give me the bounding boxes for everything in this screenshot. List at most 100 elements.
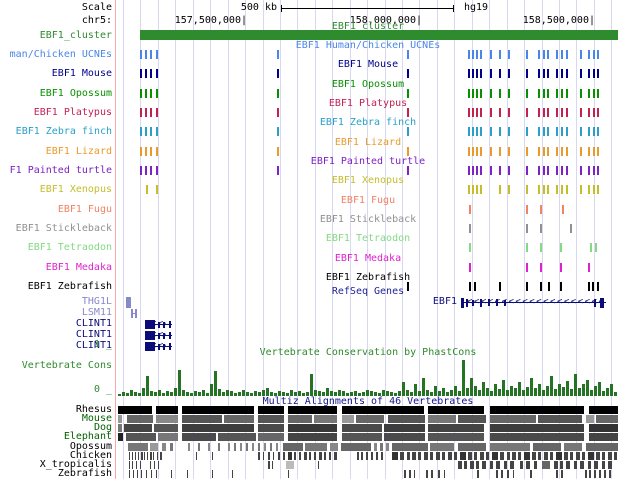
alignment-segment xyxy=(588,452,594,460)
ucne-element-tick xyxy=(538,108,540,117)
ucne-element-tick xyxy=(499,50,501,59)
histogram-bar xyxy=(230,391,233,396)
track-row-opossum[interactable] xyxy=(118,89,618,98)
multiz-label-chicken: Chicken xyxy=(69,450,112,461)
track-row-stickleback[interactable] xyxy=(118,224,618,233)
histogram-bar xyxy=(586,380,589,396)
track-row-platypus[interactable] xyxy=(118,108,618,117)
ebf1-cluster-bar[interactable] xyxy=(140,30,618,40)
alignment-segment xyxy=(329,452,331,460)
track-row-xenopus[interactable] xyxy=(118,185,618,194)
ucne-element-tick xyxy=(593,147,595,156)
multiz-row-mouse[interactable] xyxy=(118,415,618,423)
histogram-bar xyxy=(246,392,249,396)
histogram-bar xyxy=(254,391,257,396)
gene-exon xyxy=(169,343,171,350)
gene-clint1[interactable]: <<< xyxy=(0,341,620,352)
track-row-lizard[interactable] xyxy=(118,147,618,156)
alignment-segment xyxy=(513,470,514,478)
multiz-row-x_tropicalis[interactable] xyxy=(118,461,618,469)
ucne-element-tick xyxy=(468,185,470,194)
histogram-bar xyxy=(478,390,481,396)
ucne-element-tick xyxy=(597,89,599,98)
multiz-row-chicken[interactable] xyxy=(118,452,618,460)
multiz-row-opossum[interactable] xyxy=(118,443,618,451)
gene-ebf1[interactable]: <<<<<<<<<<<<<<<<<<<< xyxy=(0,297,620,308)
histogram-bar xyxy=(250,393,253,396)
gridline xyxy=(402,0,403,479)
ucne-element-tick xyxy=(140,69,142,78)
alignment-segment xyxy=(418,452,421,460)
alignment-segment xyxy=(404,470,406,478)
alignment-segment xyxy=(118,424,122,432)
coordinate-tick-label: 157,500,000| xyxy=(174,15,247,26)
ucne-element-tick xyxy=(547,69,549,78)
ucne-element-tick xyxy=(556,89,558,98)
ucne-element-tick xyxy=(561,147,563,156)
alignment-segment xyxy=(594,461,598,469)
alignment-segment xyxy=(198,443,200,451)
histogram-bar xyxy=(298,391,301,396)
gene-clint1[interactable]: <<< xyxy=(0,330,620,341)
alignment-segment xyxy=(480,452,484,460)
alignment-segment xyxy=(490,406,584,414)
multiz-row-dog[interactable] xyxy=(118,424,618,432)
ucne-element-tick xyxy=(560,263,562,272)
track-row-zebrafish[interactable] xyxy=(118,282,618,291)
ucne-element-tick xyxy=(277,89,279,98)
ucne-element-tick xyxy=(540,282,542,291)
track-title-fugu: EBF1 Fugu xyxy=(340,195,396,206)
track-row-fugu[interactable] xyxy=(118,205,618,214)
multiz-row-rhesus[interactable] xyxy=(118,406,618,414)
gene-thg1l[interactable] xyxy=(0,297,620,308)
gridline xyxy=(245,0,246,479)
gridline xyxy=(437,0,438,479)
ucne-element-tick xyxy=(407,166,409,175)
gene-exon xyxy=(163,333,165,339)
ucne-element-tick xyxy=(566,166,568,175)
gridline xyxy=(472,0,473,479)
track-row-tetraodon[interactable] xyxy=(118,243,618,252)
alignment-segment xyxy=(430,443,454,451)
multiz-row-zebrafish[interactable] xyxy=(118,470,618,478)
ucne-element-tick xyxy=(476,50,478,59)
multiz-row-elephant[interactable] xyxy=(118,433,618,441)
histogram-bar xyxy=(430,392,433,396)
alignment-segment xyxy=(586,443,618,451)
alignment-segment xyxy=(278,452,280,460)
gridline xyxy=(210,0,211,479)
histogram-bar xyxy=(262,390,265,396)
ucne-element-tick xyxy=(526,263,528,272)
alignment-segment xyxy=(507,452,510,460)
ucne-element-tick xyxy=(597,166,599,175)
alignment-segment xyxy=(570,452,573,460)
alignment-segment xyxy=(232,470,233,478)
track-row-mouse[interactable] xyxy=(118,69,618,78)
gene-exon xyxy=(496,299,498,306)
ucne-element-tick xyxy=(556,185,558,194)
ucne-element-tick xyxy=(407,282,409,291)
alignment-segment xyxy=(510,461,514,469)
track-row-ucnes[interactable] xyxy=(118,50,618,59)
ucne-element-tick xyxy=(580,185,582,194)
gene-exon xyxy=(158,333,160,339)
track-row-zebra-finch[interactable] xyxy=(118,127,618,136)
histogram-bar xyxy=(294,392,297,396)
track-title-xenopus: EBF1 Xenopus xyxy=(331,175,405,186)
phastcons-histogram[interactable] xyxy=(118,352,618,396)
ucne-element-tick xyxy=(472,185,474,194)
alignment-segment xyxy=(128,443,148,451)
track-row-medaka[interactable] xyxy=(118,263,618,272)
gene-clint1[interactable]: <<< xyxy=(0,319,620,330)
alignment-segment xyxy=(263,452,264,460)
alignment-segment xyxy=(319,452,322,460)
alignment-segment xyxy=(589,424,618,432)
alignment-segment xyxy=(309,452,311,460)
alignment-segment xyxy=(580,461,584,469)
gene-lsm11[interactable] xyxy=(0,308,620,319)
histogram-bar xyxy=(474,386,477,396)
histogram-bar xyxy=(470,378,473,396)
alignment-segment xyxy=(208,443,210,451)
gridline xyxy=(542,0,543,479)
track-row-painted-turtle[interactable] xyxy=(118,166,618,175)
